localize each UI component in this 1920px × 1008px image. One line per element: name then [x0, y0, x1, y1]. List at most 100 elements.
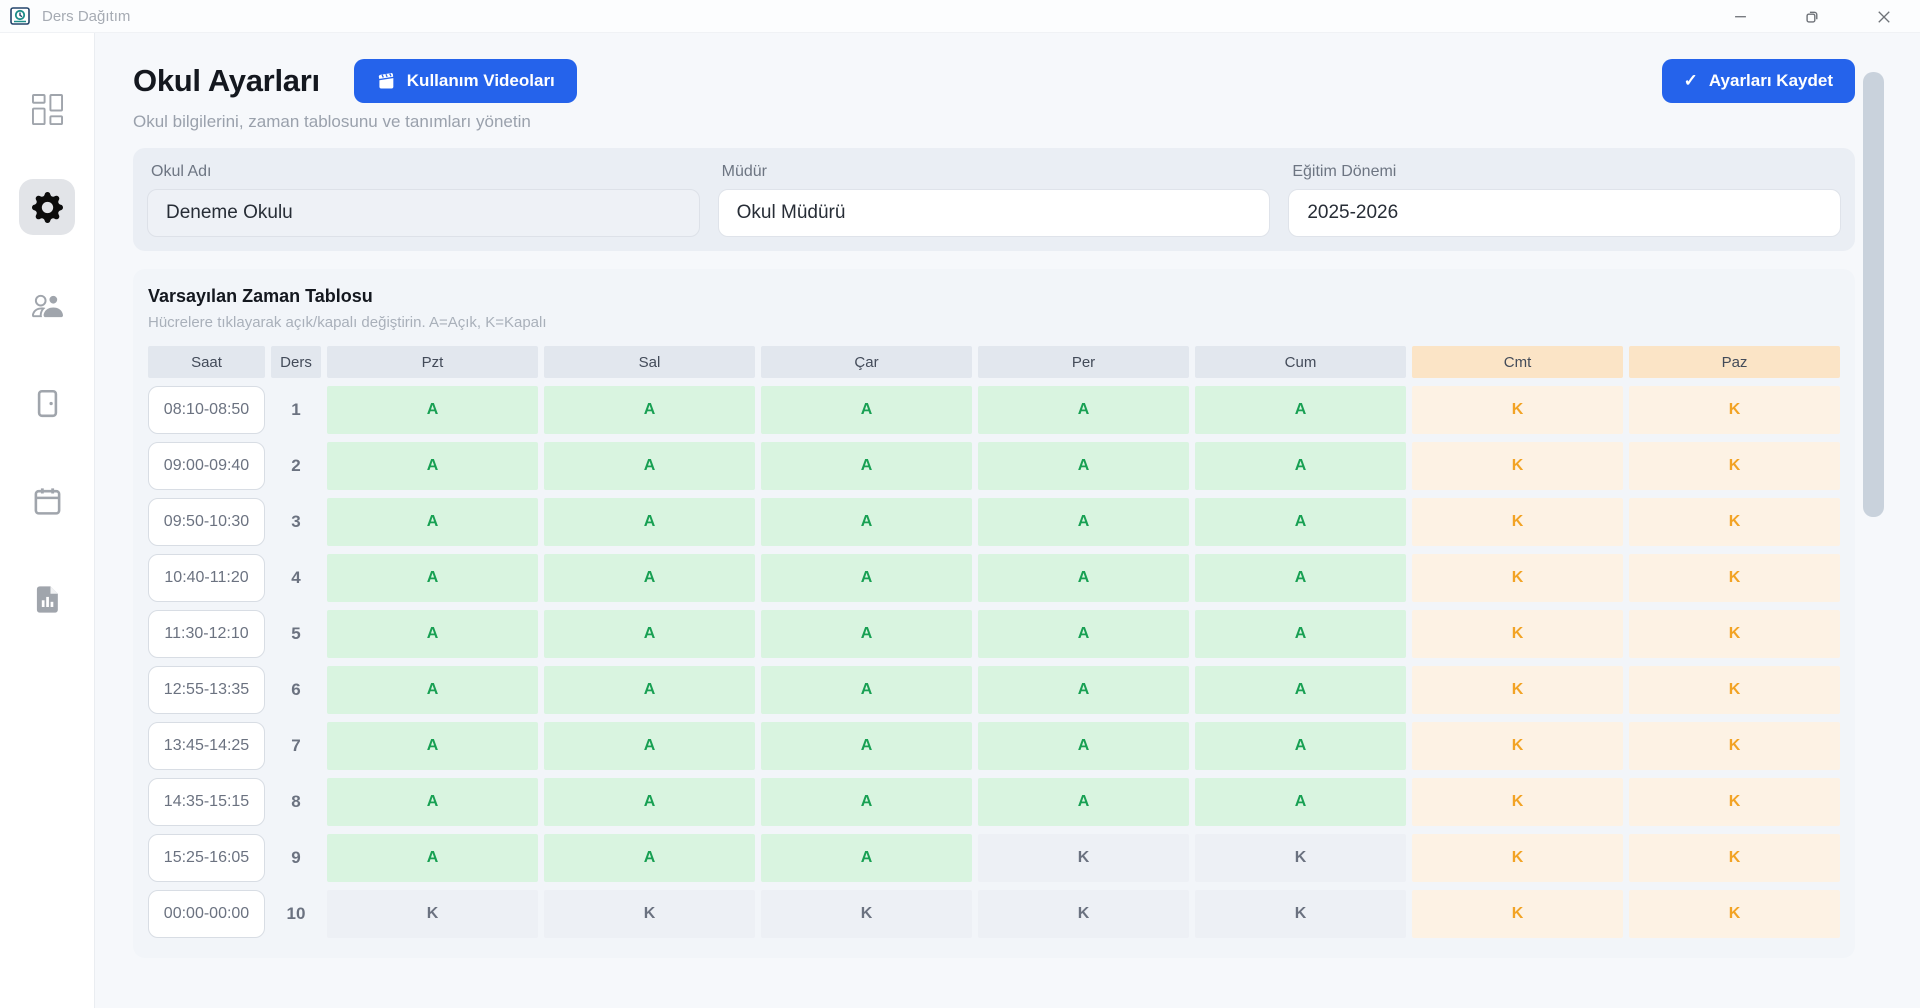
save-settings-button[interactable]: ✓ Ayarları Kaydet: [1661, 59, 1855, 103]
timetable-cell[interactable]: K: [327, 890, 538, 938]
timetable-cell[interactable]: K: [978, 834, 1189, 882]
timetable-cell[interactable]: A: [327, 386, 538, 434]
timetable-cell[interactable]: A: [761, 386, 972, 434]
timetable-cell[interactable]: A: [1195, 554, 1406, 602]
timetable-cell[interactable]: K: [1195, 834, 1406, 882]
school-name-field-group: Okul Adı: [147, 163, 700, 237]
timetable-cell[interactable]: A: [327, 554, 538, 602]
timetable-cell[interactable]: A: [544, 386, 755, 434]
timetable-cell[interactable]: A: [544, 498, 755, 546]
timetable-cell[interactable]: A: [761, 722, 972, 770]
timetable-cell[interactable]: A: [761, 666, 972, 714]
timetable-cell[interactable]: K: [1412, 498, 1623, 546]
timetable-cell[interactable]: K: [1412, 890, 1623, 938]
close-button[interactable]: [1848, 0, 1920, 33]
timetable-cell[interactable]: A: [1195, 666, 1406, 714]
timetable-cell[interactable]: A: [327, 778, 538, 826]
timetable-cell[interactable]: A: [1195, 778, 1406, 826]
timetable-cell[interactable]: A: [1195, 722, 1406, 770]
sidebar-item-dashboard[interactable]: [19, 81, 75, 137]
timetable-cell[interactable]: A: [1195, 442, 1406, 490]
column-header-sal: Sal: [544, 346, 755, 378]
timetable-cell[interactable]: A: [761, 834, 972, 882]
timetable-cell[interactable]: K: [761, 890, 972, 938]
sidebar-item-settings[interactable]: [19, 179, 75, 235]
timetable-cell[interactable]: A: [544, 442, 755, 490]
timetable-cell[interactable]: K: [544, 890, 755, 938]
education-term-input[interactable]: [1288, 189, 1841, 237]
time-input[interactable]: [148, 442, 265, 490]
timetable-cell[interactable]: A: [978, 498, 1189, 546]
time-input[interactable]: [148, 386, 265, 434]
timetable-cell[interactable]: K: [1629, 834, 1840, 882]
usage-videos-button[interactable]: Kullanım Videoları: [353, 59, 577, 103]
sidebar-item-rooms[interactable]: [19, 375, 75, 431]
timetable-cell[interactable]: A: [327, 610, 538, 658]
timetable-cell[interactable]: A: [327, 442, 538, 490]
timetable-cell[interactable]: K: [1629, 778, 1840, 826]
timetable-cell[interactable]: A: [761, 498, 972, 546]
sidebar-item-reports[interactable]: [19, 571, 75, 627]
timetable-cell[interactable]: A: [544, 778, 755, 826]
timetable-cell[interactable]: K: [978, 890, 1189, 938]
timetable-cell[interactable]: K: [1629, 498, 1840, 546]
timetable-cell[interactable]: K: [1629, 386, 1840, 434]
scrollbar-thumb[interactable]: [1863, 72, 1884, 517]
timetable-cell[interactable]: K: [1629, 554, 1840, 602]
timetable-cell[interactable]: A: [761, 442, 972, 490]
timetable-cell[interactable]: K: [1629, 890, 1840, 938]
timetable-cell[interactable]: K: [1412, 778, 1623, 826]
timetable-cell[interactable]: K: [1412, 442, 1623, 490]
principal-input[interactable]: [717, 189, 1271, 237]
timetable-cell[interactable]: A: [761, 778, 972, 826]
timetable-cell[interactable]: A: [761, 554, 972, 602]
timetable-cell[interactable]: K: [1412, 386, 1623, 434]
timetable-cell[interactable]: A: [327, 834, 538, 882]
timetable-cell[interactable]: A: [327, 498, 538, 546]
timetable-cell[interactable]: A: [327, 722, 538, 770]
timetable-cell[interactable]: A: [1195, 610, 1406, 658]
time-input[interactable]: [148, 890, 265, 938]
page-title: Okul Ayarları: [133, 63, 320, 98]
time-input[interactable]: [148, 722, 265, 770]
timetable-cell[interactable]: A: [978, 554, 1189, 602]
minimize-button[interactable]: [1704, 0, 1776, 33]
restore-button[interactable]: [1776, 0, 1848, 33]
timetable-cell[interactable]: A: [544, 610, 755, 658]
timetable-cell[interactable]: K: [1412, 554, 1623, 602]
timetable-cell[interactable]: A: [761, 610, 972, 658]
timetable-cell[interactable]: K: [1629, 722, 1840, 770]
timetable-cell[interactable]: A: [327, 666, 538, 714]
school-name-label: Okul Adı: [151, 163, 212, 180]
timetable-cell[interactable]: A: [978, 778, 1189, 826]
timetable-cell[interactable]: A: [978, 722, 1189, 770]
sidebar-item-schedule[interactable]: [19, 473, 75, 529]
timetable-cell[interactable]: A: [978, 666, 1189, 714]
time-input[interactable]: [148, 610, 265, 658]
timetable-cell[interactable]: A: [978, 442, 1189, 490]
timetable-cell[interactable]: A: [1195, 498, 1406, 546]
time-input[interactable]: [148, 666, 265, 714]
time-input[interactable]: [148, 498, 265, 546]
timetable-cell[interactable]: A: [544, 722, 755, 770]
timetable-cell[interactable]: A: [544, 554, 755, 602]
time-input[interactable]: [148, 834, 265, 882]
timetable-cell[interactable]: K: [1412, 722, 1623, 770]
timetable-cell[interactable]: A: [1195, 386, 1406, 434]
timetable-cell[interactable]: A: [544, 834, 755, 882]
timetable-cell[interactable]: K: [1629, 610, 1840, 658]
dashboard-icon: [31, 93, 63, 125]
timetable-cell[interactable]: K: [1412, 834, 1623, 882]
timetable-cell[interactable]: A: [544, 666, 755, 714]
time-input[interactable]: [148, 554, 265, 602]
timetable-cell[interactable]: A: [978, 610, 1189, 658]
timetable-cell[interactable]: K: [1412, 666, 1623, 714]
timetable-cell[interactable]: K: [1629, 442, 1840, 490]
timetable-cell[interactable]: K: [1195, 890, 1406, 938]
timetable-cell[interactable]: K: [1412, 610, 1623, 658]
school-name-input[interactable]: [147, 189, 700, 237]
time-input[interactable]: [148, 778, 265, 826]
timetable-cell[interactable]: K: [1629, 666, 1840, 714]
timetable-cell[interactable]: A: [978, 386, 1189, 434]
sidebar-item-people[interactable]: [19, 277, 75, 333]
